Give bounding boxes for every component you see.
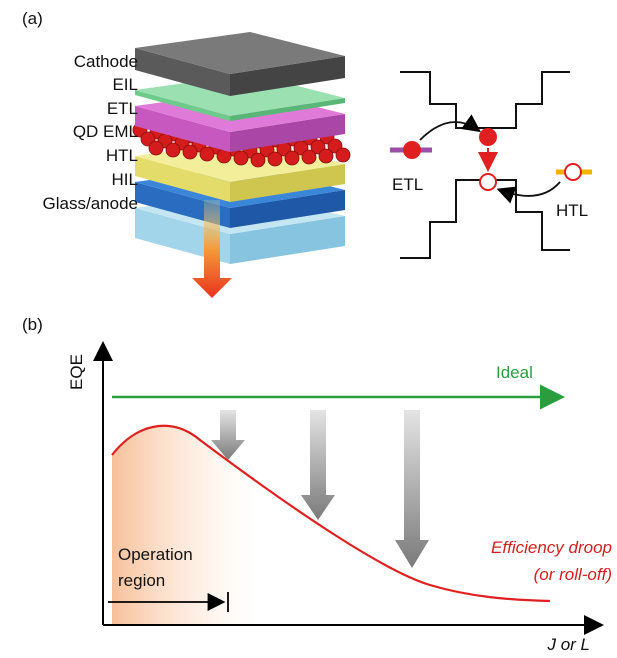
quantum-dot	[319, 149, 333, 163]
quantum-dot	[285, 151, 299, 165]
layer-labels: Cathode EIL ETL QD EML HTL HIL Glass/anode	[43, 52, 138, 213]
quantum-dot	[149, 141, 163, 155]
droop-label: Efficiency droop	[491, 538, 612, 557]
layer-label: ETL	[107, 99, 138, 118]
operation-region	[112, 426, 255, 625]
page: (a) Cathode EIL ETL QD EML HTL HIL Glass/anode…	[0, 0, 617, 658]
layer-label: Cathode	[74, 52, 138, 71]
droop-label: (or roll-off)	[534, 565, 612, 584]
quantum-dot	[268, 152, 282, 166]
panel-label: (a)	[22, 9, 43, 28]
droop-arrow	[301, 410, 335, 520]
layer-label: EIL	[112, 75, 138, 94]
transfer-arrow	[500, 182, 560, 196]
figure: (a) Cathode EIL ETL QD EML HTL HIL Glass/anode…	[0, 0, 617, 658]
x-axis-label: J or L	[546, 635, 590, 654]
energy-diagram	[400, 72, 570, 258]
y-axis-label: EQE	[67, 354, 86, 390]
layer-label: HIL	[112, 170, 138, 189]
operation-label: Operation	[118, 545, 193, 564]
htl-label: HTL	[556, 201, 588, 220]
quantum-dot	[166, 143, 180, 157]
operation-label: region	[118, 571, 165, 590]
lumo-level	[400, 72, 570, 128]
layer-label: HTL	[106, 146, 138, 165]
hole	[480, 174, 496, 190]
panel-label: (b)	[22, 315, 43, 334]
quantum-dot	[234, 151, 248, 165]
layer-label: QD EML	[73, 122, 138, 141]
quantum-dot	[336, 148, 350, 162]
etl-label: ETL	[392, 175, 423, 194]
layer-label: Glass/anode	[43, 194, 138, 213]
droop-arrow	[395, 410, 429, 568]
ideal-label: Ideal	[496, 363, 533, 382]
quantum-dot	[200, 147, 214, 161]
quantum-dot	[251, 153, 265, 167]
electron	[403, 141, 421, 159]
quantum-dot	[183, 145, 197, 159]
layer-stack	[133, 32, 350, 264]
hole	[565, 164, 581, 180]
homo-level	[400, 180, 570, 258]
electron	[479, 128, 497, 146]
quantum-dot	[302, 150, 316, 164]
transfer-arrow	[420, 122, 478, 140]
